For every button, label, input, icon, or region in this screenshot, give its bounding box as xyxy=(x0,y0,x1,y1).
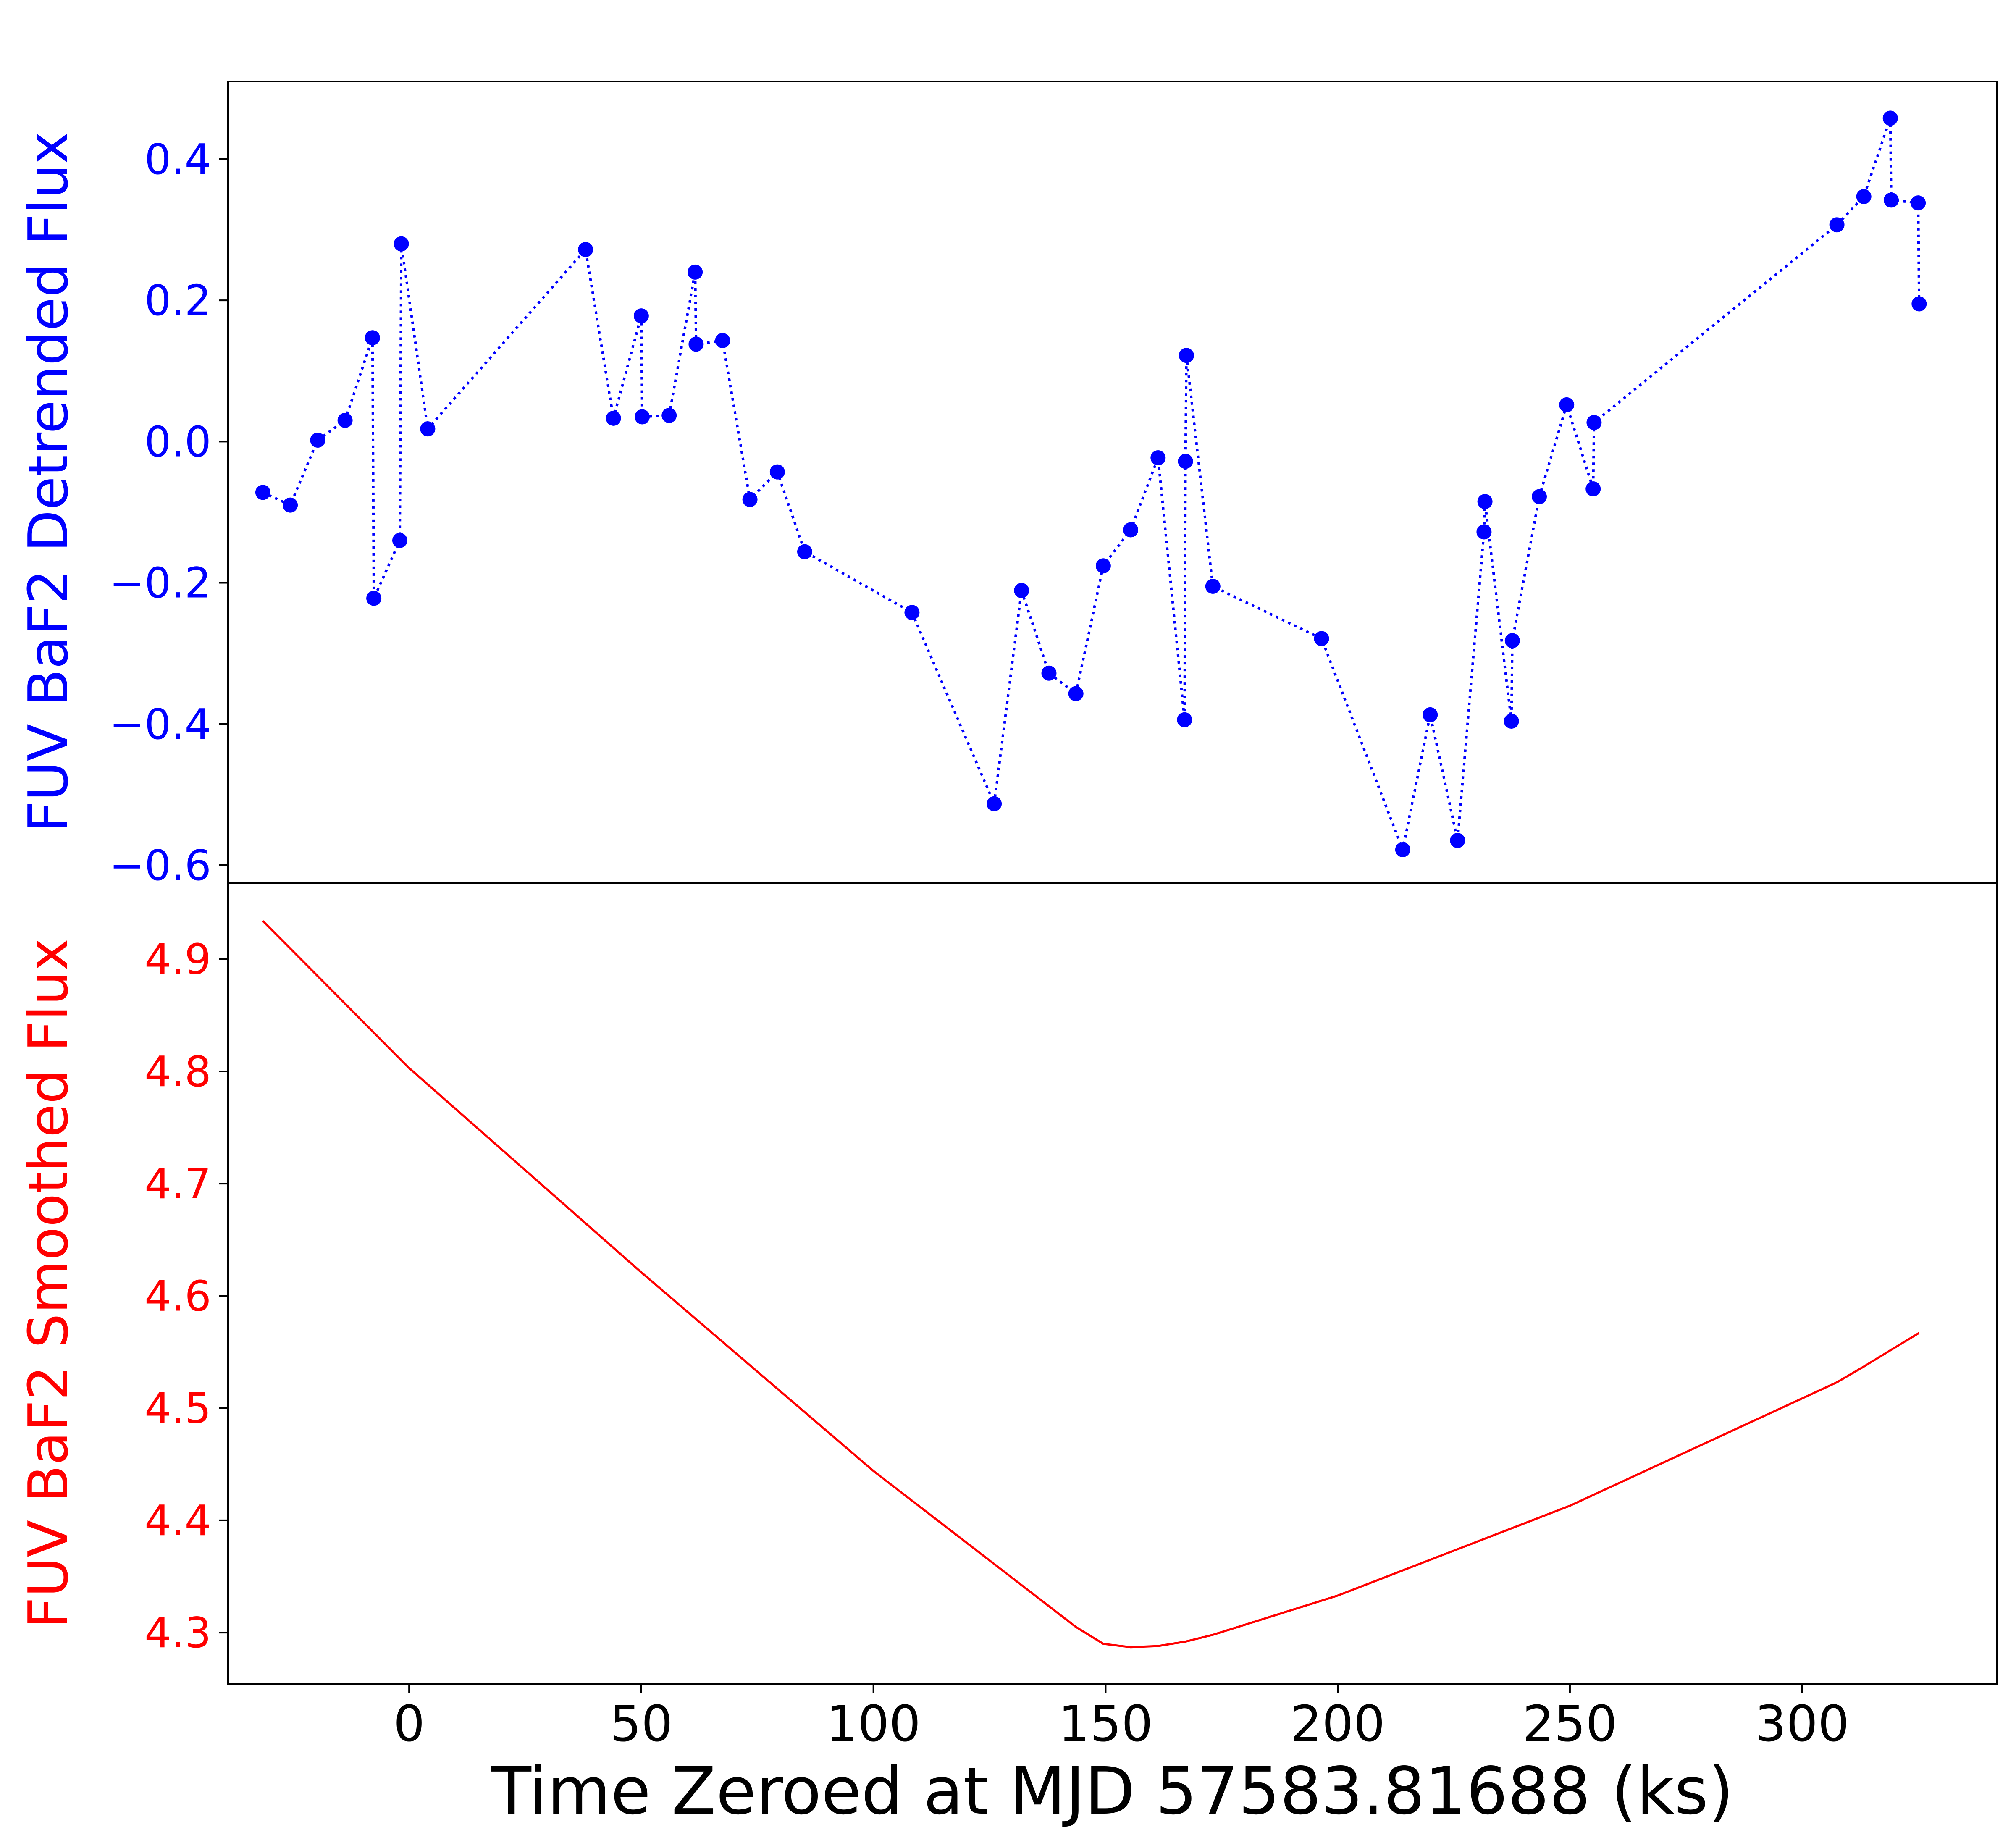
data-point xyxy=(1395,842,1410,857)
data-point xyxy=(715,333,730,348)
data-point xyxy=(633,308,649,324)
bottom-y-tick-label: 4.9 xyxy=(144,935,211,984)
data-point xyxy=(1014,583,1029,598)
top-y-tick-label: −0.4 xyxy=(109,700,211,749)
data-point xyxy=(365,330,380,346)
data-point xyxy=(1095,558,1111,574)
data-point xyxy=(255,485,270,500)
data-point xyxy=(769,464,785,480)
bottom-y-ticks: 4.3 4.4 4.5 4.6 4.7 4.8 4.9 xyxy=(144,935,228,1657)
data-point xyxy=(1586,481,1601,496)
data-point xyxy=(1068,686,1084,701)
data-point xyxy=(1450,833,1465,848)
data-point xyxy=(1123,522,1139,538)
x-tick-label: 150 xyxy=(1058,1695,1153,1753)
top-panel: 0.4 0.2 0.0 −0.2 −0.4 −0.6 FUV BaF2 Detrended… xyxy=(16,81,1998,890)
data-point xyxy=(1504,633,1520,648)
data-point xyxy=(1205,579,1221,594)
data-point xyxy=(337,412,353,428)
top-plot-area xyxy=(255,110,1927,857)
data-point xyxy=(635,409,650,425)
data-point xyxy=(1504,714,1519,729)
data-point xyxy=(1856,189,1872,204)
top-y-tick-label: −0.2 xyxy=(109,559,211,608)
data-point xyxy=(392,533,407,548)
data-point xyxy=(1041,665,1057,681)
data-point xyxy=(606,410,621,426)
data-point xyxy=(1829,217,1845,233)
bottom-panel: 4.3 4.4 4.5 4.6 4.7 4.8 4.9 0 50 100 150 200 250 300… xyxy=(16,882,1998,1753)
data-point xyxy=(1177,712,1192,727)
data-point xyxy=(662,408,677,423)
data-point xyxy=(394,236,409,252)
top-y-tick-label: 0.4 xyxy=(144,135,211,184)
data-point xyxy=(1882,110,1898,126)
top-y-ticks: 0.4 0.2 0.0 −0.2 −0.4 −0.6 xyxy=(109,135,228,890)
top-y-tick-label: 0.2 xyxy=(144,276,211,325)
data-point xyxy=(283,497,298,513)
data-point xyxy=(688,336,704,352)
data-point xyxy=(1314,631,1329,646)
bottom-panel-frame xyxy=(227,882,1998,1685)
top-y-tick-label: 0.0 xyxy=(144,417,211,466)
data-point xyxy=(1883,192,1899,208)
data-point xyxy=(1178,454,1193,469)
x-ticks: 0 50 100 150 200 250 300 xyxy=(394,1684,1849,1753)
data-point xyxy=(366,591,382,606)
bottom-y-tick-label: 4.6 xyxy=(144,1271,211,1320)
data-point xyxy=(578,242,593,257)
data-point xyxy=(987,796,1002,811)
data-point xyxy=(1477,494,1493,509)
bottom-y-tick-label: 4.8 xyxy=(144,1047,211,1096)
data-point xyxy=(1559,397,1575,412)
bottom-plot-area xyxy=(262,920,1920,1648)
data-point xyxy=(1179,348,1194,363)
data-point xyxy=(742,492,758,507)
data-point xyxy=(904,605,920,620)
data-point xyxy=(420,421,436,437)
data-point xyxy=(1476,524,1492,540)
x-tick-label: 300 xyxy=(1755,1695,1849,1753)
bottom-y-axis-label: FUV BaF2 Smoothed Flux xyxy=(16,938,80,1628)
bottom-y-tick-label: 4.7 xyxy=(144,1159,211,1208)
data-point xyxy=(310,433,326,448)
data-point xyxy=(1423,707,1438,722)
data-point xyxy=(688,264,703,280)
data-point xyxy=(1532,489,1547,504)
x-tick-label: 100 xyxy=(826,1695,921,1753)
data-point xyxy=(1150,450,1166,465)
top-y-axis-label: FUV BaF2 Detrended Flux xyxy=(16,132,80,832)
bottom-y-tick-label: 4.5 xyxy=(144,1384,211,1433)
data-point xyxy=(797,544,812,559)
data-point xyxy=(1586,415,1602,430)
data-point xyxy=(1911,296,1927,312)
x-tick-label: 0 xyxy=(394,1695,425,1753)
x-tick-label: 50 xyxy=(610,1695,673,1753)
data-point xyxy=(1911,195,1926,211)
x-tick-label: 250 xyxy=(1522,1695,1617,1753)
x-axis-label: Time Zeroed at MJD 57583.81688 (ks) xyxy=(491,1753,1734,1829)
top-y-tick-label: −0.6 xyxy=(109,841,211,890)
x-tick-label: 200 xyxy=(1291,1695,1385,1753)
bottom-y-tick-label: 4.4 xyxy=(144,1496,211,1545)
bottom-series-line xyxy=(262,920,1920,1648)
bottom-y-tick-label: 4.3 xyxy=(144,1608,211,1657)
top-series-line xyxy=(262,118,1921,854)
